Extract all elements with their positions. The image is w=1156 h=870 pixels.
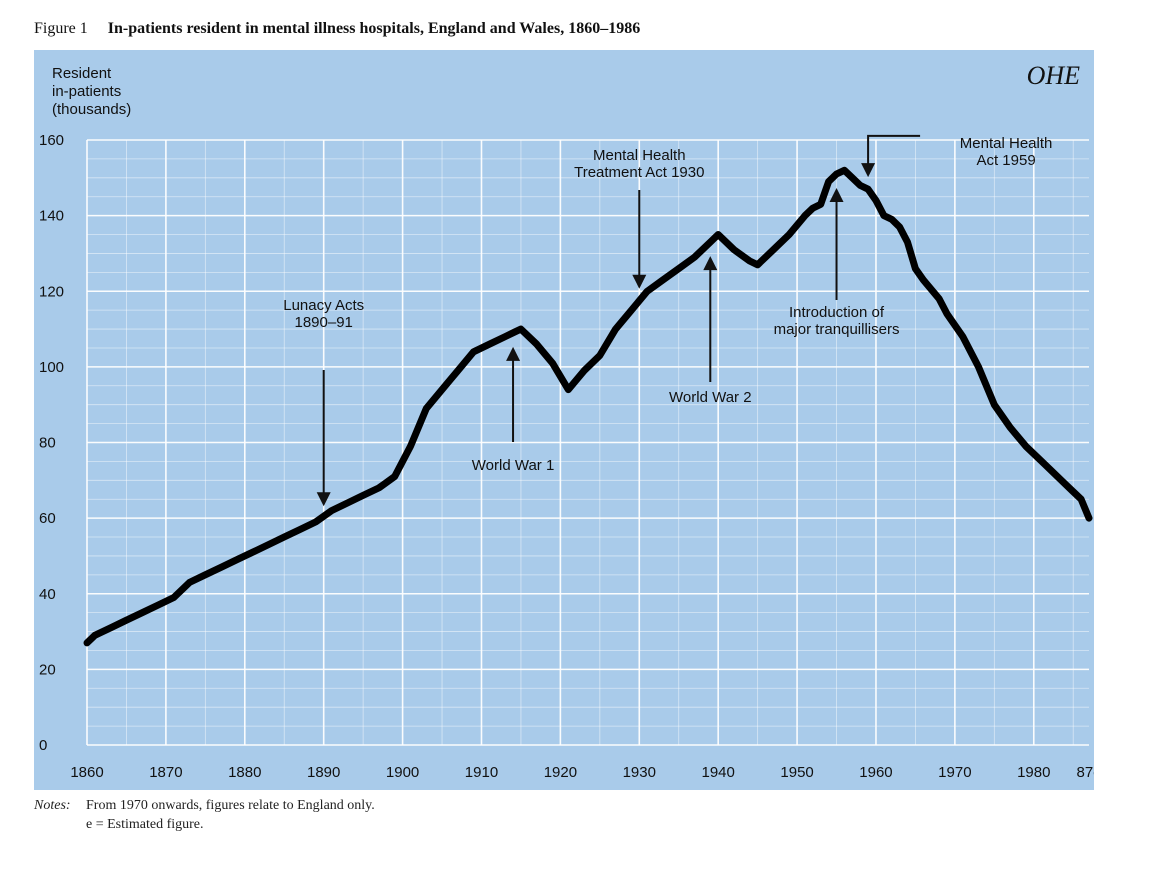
y-tick-label: 100: [39, 359, 64, 376]
x-tick-label: 1870: [149, 764, 182, 781]
x-tick-label: 1880: [228, 764, 261, 781]
line-chart: 0 20 40 60 80 100 120 140 160 1860 1870 1880 1890 190…: [39, 61, 1094, 781]
ohe-logo: OHE: [1027, 61, 1081, 90]
annotation-arrowhead: [632, 274, 647, 289]
y-tick-label: 60: [39, 510, 56, 527]
x-tick-label: 1970: [938, 764, 971, 781]
x-tick-label: 1920: [544, 764, 577, 781]
annotation-label: Lunacy Acts: [283, 297, 364, 314]
y-tick-label: 40: [39, 586, 56, 603]
annotation-arrowhead: [703, 256, 718, 271]
annotation-arrow-shaft: [867, 134, 921, 166]
notes: Notes: From 1970 onwards, figures relate …: [34, 796, 375, 834]
annotation-arrowhead: [506, 346, 521, 361]
annotation-label: Mental Health: [960, 135, 1053, 152]
x-tick-label: 1910: [465, 764, 498, 781]
annotation-arrowhead: [316, 492, 331, 507]
y-tick-label: 140: [39, 208, 64, 225]
y-tick-label: 120: [39, 283, 64, 300]
y-tick-label: 0: [39, 737, 47, 754]
x-tick-label: 87e: [1076, 764, 1094, 781]
y-tick-label: 160: [39, 132, 64, 149]
x-tick-label: 1950: [780, 764, 813, 781]
y-axis-label-line: in-patients: [52, 83, 121, 100]
x-tick-label: 1900: [386, 764, 419, 781]
x-tick-label: 1860: [70, 764, 103, 781]
y-axis-label-line: (thousands): [52, 101, 131, 118]
y-tick-label: 20: [39, 661, 56, 678]
x-tick-label: 1930: [623, 764, 656, 781]
annotation-label: Treatment Act 1930: [574, 164, 704, 181]
x-tick-label: 1980: [1017, 764, 1050, 781]
note-line-2: e = Estimated figure.: [86, 817, 204, 832]
annotation-label: major tranquillisers: [774, 321, 900, 338]
x-tick-label: 1890: [307, 764, 340, 781]
note-line-1: From 1970 onwards, figures relate to Eng…: [86, 798, 375, 813]
figure-title-line: Figure 1 In-patients resident in mental …: [34, 20, 640, 38]
y-axis-label-line: Resident: [52, 65, 112, 82]
annotation-arrowhead: [829, 188, 844, 203]
y-tick-label: 80: [39, 435, 56, 452]
x-tick-label: 1940: [701, 764, 734, 781]
figure-title: In-patients resident in mental illness h…: [107, 20, 641, 37]
annotation-arrowhead: [861, 163, 876, 178]
annotation-label: 1890–91: [294, 314, 352, 331]
figure-label: Figure 1: [34, 20, 88, 37]
chart-panel: 0 20 40 60 80 100 120 140 160 1860 1870 1880 1890 190…: [34, 50, 1094, 790]
annotation-label: World War 2: [669, 389, 752, 406]
annotation-label: World War 1: [472, 457, 555, 474]
notes-label: Notes:: [34, 798, 71, 813]
annotation-label: Mental Health: [593, 147, 686, 164]
series-line: [83, 166, 1093, 647]
annotation-label: Act 1959: [976, 152, 1035, 169]
x-tick-label: 1960: [859, 764, 892, 781]
annotation-label: Introduction of: [789, 304, 885, 321]
